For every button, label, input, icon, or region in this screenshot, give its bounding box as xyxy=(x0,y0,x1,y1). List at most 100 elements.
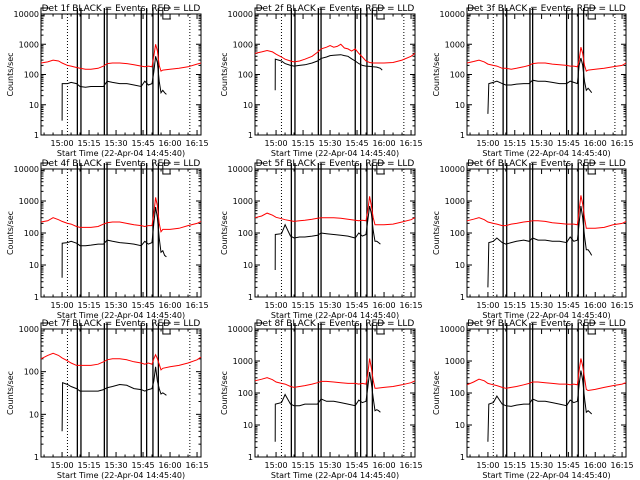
events-series-line xyxy=(487,205,593,288)
x-tick-label: 15:00 xyxy=(476,139,499,148)
bracket-marker xyxy=(376,322,385,335)
x-axis-label: Start Time (22-Apr-04 14:45:40) xyxy=(271,149,399,158)
y-axis-label: Counts/sec xyxy=(6,371,15,415)
events-series-line xyxy=(487,57,593,114)
x-tick-label: 15:00 xyxy=(51,301,74,310)
events-series-line xyxy=(274,205,381,271)
x-axis-label: Start Time (22-Apr-04 14:45:40) xyxy=(482,311,610,320)
x-tick-label: 15:45 xyxy=(557,301,580,310)
panel-title: Det 6f BLACK = Events, RED = LLD xyxy=(467,159,626,169)
lld-series-line xyxy=(40,352,202,371)
x-tick-label: 15:30 xyxy=(105,301,128,310)
x-tick-label: 15:00 xyxy=(265,301,288,310)
x-tick-label: 15:15 xyxy=(292,139,315,148)
bracket-marker xyxy=(466,7,475,19)
bracket-marker xyxy=(466,162,475,174)
y-tick-label: 10000 xyxy=(14,165,39,174)
y-tick-label: 1000 xyxy=(19,40,39,49)
plot-frame xyxy=(254,13,416,136)
x-tick-label: 15:00 xyxy=(265,461,288,470)
y-tick-label: 10 xyxy=(29,410,39,419)
y-tick-label: 10000 xyxy=(228,165,253,174)
lld-series-line xyxy=(254,196,416,226)
x-tick-label: 15:30 xyxy=(530,301,553,310)
y-tick-label: 100 xyxy=(238,71,253,80)
y-tick-label: 10000 xyxy=(440,10,465,19)
plot-frame xyxy=(40,168,202,298)
x-axis-label: Start Time (22-Apr-04 14:45:40) xyxy=(482,471,610,480)
plot-frame xyxy=(466,13,627,136)
y-axis-label: Counts/sec xyxy=(6,52,15,96)
x-tick-label: 16:00 xyxy=(159,301,182,310)
x-tick-label: 16:00 xyxy=(373,301,396,310)
panel-title: Det 9f BLACK = Events, RED = LLD xyxy=(467,319,626,329)
panel-1: 1 10 100 1000 10000 15:00 15:15 15:30 15:45 16:00… xyxy=(6,4,209,158)
y-tick-label: 10 xyxy=(455,421,465,430)
y-tick-label: 100 xyxy=(24,368,39,377)
x-tick-label: 16:15 xyxy=(400,301,423,310)
y-axis-label: Counts/sec xyxy=(432,52,441,96)
y-tick-label: 10 xyxy=(29,261,39,270)
plot-frame xyxy=(466,168,627,298)
plot-frame xyxy=(40,328,202,458)
events-series-line xyxy=(61,366,167,432)
y-tick-label: 1000 xyxy=(233,40,253,49)
plot-frame xyxy=(466,328,627,458)
y-tick-label: 1 xyxy=(460,131,465,140)
x-tick-label: 15:30 xyxy=(319,301,342,310)
y-tick-label: 1 xyxy=(34,131,39,140)
panel-title: Det 8f BLACK = Events, RED = LLD xyxy=(256,319,415,329)
x-tick-label: 15:30 xyxy=(319,139,342,148)
y-tick-label: 1000 xyxy=(445,357,465,366)
x-tick-label: 16:15 xyxy=(400,461,423,470)
x-tick-label: 16:00 xyxy=(159,461,182,470)
y-tick-label: 100 xyxy=(24,229,39,238)
y-tick-label: 10000 xyxy=(440,325,465,334)
bracket-marker xyxy=(466,322,475,334)
bracket-marker xyxy=(587,162,597,175)
x-tick-label: 15:15 xyxy=(503,301,526,310)
y-axis-label: Counts/sec xyxy=(432,371,441,415)
bracket-marker xyxy=(254,162,263,174)
x-tick-label: 15:00 xyxy=(476,461,499,470)
y-tick-label: 10000 xyxy=(440,165,465,174)
x-tick-label: 15:15 xyxy=(292,301,315,310)
x-tick-label: 15:15 xyxy=(78,139,101,148)
x-tick-label: 15:45 xyxy=(346,139,369,148)
panel-title: Det 4f BLACK = Events, RED = LLD xyxy=(42,159,201,169)
y-tick-label: 1000 xyxy=(233,357,253,366)
y-tick-label: 100 xyxy=(450,389,465,398)
y-tick-label: 1 xyxy=(248,453,253,462)
y-axis-label: Counts/sec xyxy=(432,211,441,255)
x-tick-label: 15:30 xyxy=(105,461,128,470)
bracket-marker xyxy=(162,162,171,175)
lld-series-line xyxy=(254,43,416,64)
y-tick-label: 1 xyxy=(460,453,465,462)
x-axis-label: Start Time (22-Apr-04 14:45:40) xyxy=(57,149,185,158)
bracket-marker xyxy=(254,322,263,334)
x-tick-label: 15:15 xyxy=(503,139,526,148)
lld-series-line xyxy=(466,358,627,392)
bracket-marker xyxy=(40,162,49,174)
panel-6: 1 10 100 1000 10000 15:00 15:15 15:30 15:45 16:00… xyxy=(432,159,634,320)
x-tick-label: 16:15 xyxy=(186,139,209,148)
bracket-marker xyxy=(162,322,171,335)
bracket-marker xyxy=(587,7,597,20)
y-axis-label: Counts/sec xyxy=(220,211,229,255)
panel-title: Det 1f BLACK = Events, RED = LLD xyxy=(42,4,201,14)
y-tick-label: 10000 xyxy=(14,10,39,19)
y-tick-label: 1 xyxy=(34,293,39,302)
y-tick-label: 100 xyxy=(24,71,39,80)
lld-series-line xyxy=(466,47,627,72)
x-axis-label: Start Time (22-Apr-04 14:45:40) xyxy=(482,149,610,158)
y-axis-label: Counts/sec xyxy=(220,371,229,415)
x-tick-label: 15:30 xyxy=(319,461,342,470)
x-tick-label: 15:45 xyxy=(132,301,155,310)
x-tick-label: 15:45 xyxy=(346,461,369,470)
events-series-line xyxy=(274,372,381,442)
x-tick-label: 16:15 xyxy=(611,461,634,470)
x-tick-label: 15:45 xyxy=(132,139,155,148)
x-tick-label: 16:15 xyxy=(611,139,634,148)
y-tick-label: 1000 xyxy=(445,197,465,206)
